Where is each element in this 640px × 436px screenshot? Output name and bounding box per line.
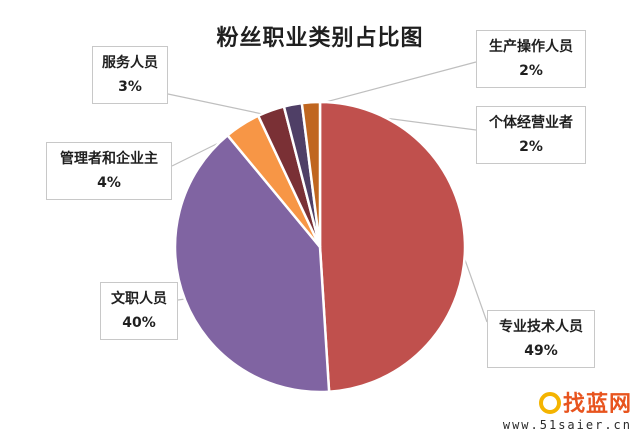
pie-slice-1 — [173, 133, 331, 394]
watermark: 找蓝网 www.51saier.cn — [503, 386, 632, 432]
data-label-1: 文职人员 40% — [100, 282, 178, 340]
data-label-3-pct: 3% — [118, 79, 142, 95]
watermark-url: www.51saier.cn — [502, 418, 632, 432]
data-label-0: 专业技术人员 49% — [487, 310, 595, 368]
watermark-name: 找蓝网 — [562, 392, 632, 417]
data-label-5-pct: 2% — [519, 139, 543, 155]
data-label-2: 管理者和企业主 4% — [46, 142, 172, 200]
leader-line-3 — [167, 93, 274, 117]
data-label-3: 服务人员 3% — [92, 46, 168, 104]
watermark-logo-icon — [538, 392, 561, 414]
data-label-0-pct: 49% — [524, 343, 558, 359]
pie-slices — [173, 100, 467, 394]
pie-slice-5 — [300, 100, 322, 248]
data-label-1-pct: 40% — [122, 315, 156, 331]
data-label-2-name: 管理者和企业主 — [60, 151, 158, 167]
pie-slice-0 — [318, 100, 467, 394]
data-label-4-name: 生产操作人员 — [489, 39, 573, 55]
data-label-3-name: 服务人员 — [102, 55, 158, 71]
data-label-5-name: 个体经营业者 — [489, 115, 573, 131]
chart-title: 粉丝职业类别占比图 — [216, 26, 424, 51]
data-label-1-name: 文职人员 — [111, 291, 167, 307]
data-label-5: 个体经营业者 2% — [476, 106, 586, 164]
data-label-4-pct: 2% — [519, 63, 543, 79]
data-label-4: 生产操作人员 2% — [476, 30, 586, 88]
data-label-2-pct: 4% — [97, 175, 121, 191]
data-label-0-name: 专业技术人员 — [499, 319, 583, 335]
